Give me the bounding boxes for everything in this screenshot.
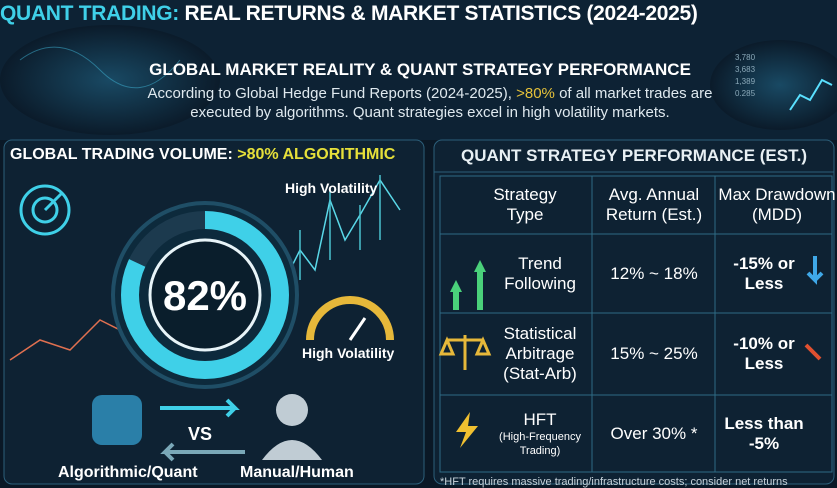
table-cell: Statistical Arbitrage (Stat-Arb): [492, 313, 588, 395]
table-cell: 15% ~ 25%: [610, 344, 698, 363]
ticker-value: 0.285: [735, 89, 756, 98]
description-highlight: >80%: [516, 85, 555, 102]
left-title-highlight: >80% ALGORITHMIC: [237, 146, 396, 163]
ticker-value: 3,780: [735, 53, 756, 62]
description-text: According to Global Hedge Fund Reports (…: [147, 85, 512, 102]
table-cell: HFT (High-Frequency Trading): [492, 395, 588, 472]
left-title-text: GLOBAL TRADING VOLUME:: [10, 146, 233, 163]
subtitle: GLOBAL MARKET REALITY & QUANT STRATEGY P…: [149, 60, 691, 79]
title: QUANT TRADING: REAL RETURNS & MARKET STA…: [0, 2, 837, 26]
strategy-note: (High-Frequency Trading): [499, 430, 581, 457]
table-cell: Over 30% *: [610, 423, 698, 443]
footnote: *HFT requires massive trading/infrastruc…: [440, 476, 788, 488]
donut-arc: [121, 211, 289, 379]
strategy-name: Statistical Arbitrage (Stat-Arb): [503, 324, 577, 383]
ticker-value: 3,683: [735, 65, 756, 74]
table-header: Max Drawdown (MDD): [718, 185, 836, 224]
table-cell: -10% or Less: [733, 334, 795, 373]
table-header: Strategy Type: [493, 185, 557, 224]
donut-label: 82%: [162, 272, 248, 319]
volatility-label: High Volatility: [302, 345, 395, 361]
algo-label: Algorithmic/Quant: [58, 464, 198, 481]
table-cell: Less than -5%: [724, 413, 804, 453]
human-label: Manual/Human: [240, 464, 354, 481]
left-title: GLOBAL TRADING VOLUME: >80% ALGORITHMIC: [10, 146, 395, 164]
table-header: Avg. Annual Return (Est.): [605, 185, 703, 224]
volatility-label: High Volatility: [285, 180, 378, 196]
description: According to Global Hedge Fund Reports (…: [140, 84, 720, 122]
title-rest: REAL RETURNS & MARKET STATISTICS (2024-2…: [184, 2, 698, 25]
title-accent: QUANT TRADING:: [0, 2, 179, 25]
vs-label: VS: [188, 424, 213, 444]
strategy-name: HFT: [523, 409, 557, 429]
table-cell: 12% ~ 18%: [610, 263, 698, 283]
strategy-name: Trend Following: [504, 253, 576, 293]
description-text: of all market trades are executed by alg…: [190, 85, 713, 121]
table-title: QUANT STRATEGY PERFORMANCE (EST.): [461, 146, 807, 165]
ticker-value: 1,389: [735, 77, 756, 86]
table-cell: Trend Following: [492, 234, 588, 313]
ticker: 3,780 3,683 1,389 0.285: [735, 52, 755, 100]
table-cell: -15% or Less: [733, 253, 795, 293]
